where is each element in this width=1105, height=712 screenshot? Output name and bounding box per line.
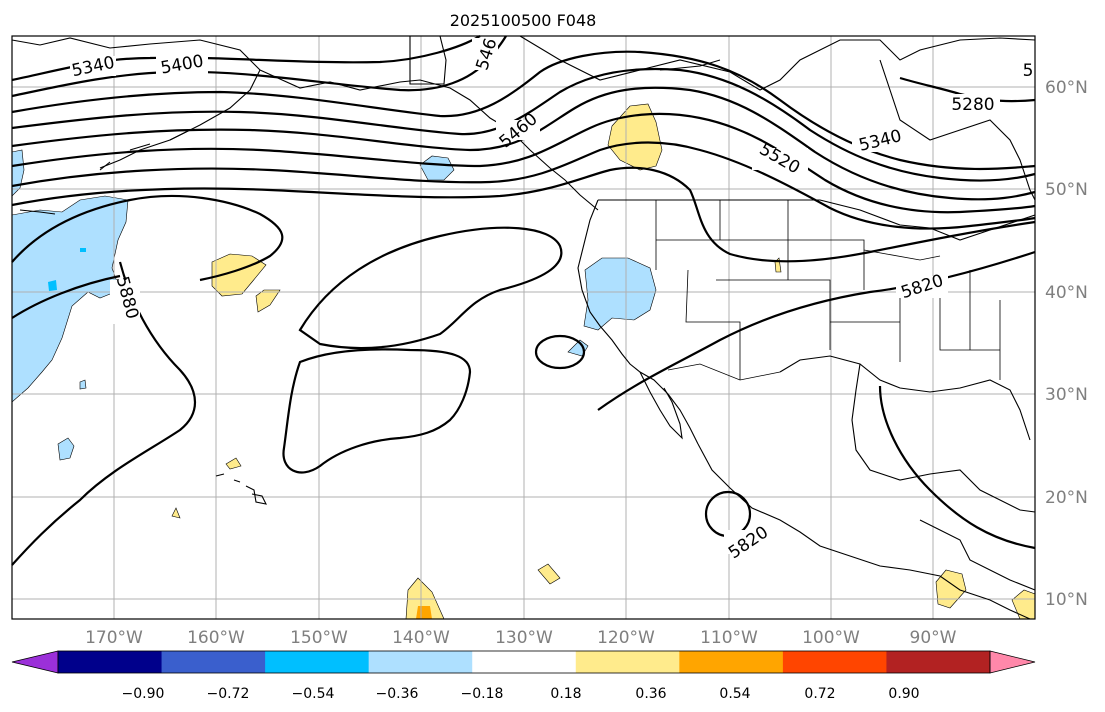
contour-line: [11, 112, 1036, 214]
lat-label: 50°N: [1045, 180, 1088, 200]
colorbar-tick-label: −0.72: [207, 686, 250, 702]
negative-anomaly-region: [583, 257, 657, 331]
us-canada-border: [598, 199, 1036, 241]
positive-anomaly-core: [416, 606, 432, 619]
contour-line: [11, 261, 196, 566]
negative-anomaly-core: [48, 280, 57, 291]
colorbar-swatch: [782, 651, 887, 673]
hudson-and-east: [879, 59, 1036, 201]
negative-anomaly-region: [79, 379, 87, 390]
colorbar-tick-label: 0.18: [550, 686, 581, 702]
colorbar-swatch: [679, 651, 784, 673]
lat-label: 60°N: [1045, 78, 1088, 98]
lon-label: 160°W: [187, 628, 245, 648]
contour-line: [11, 194, 284, 319]
negative-anomaly-region: [419, 155, 455, 181]
contour-line: [11, 141, 1036, 230]
contour-line: [282, 348, 472, 474]
contour-line: [298, 226, 563, 350]
contour-line: [597, 250, 1036, 411]
colorbar-swatch: [472, 651, 577, 673]
lat-label: 10°N: [1045, 590, 1088, 610]
colorbar-swatch: [575, 651, 680, 673]
lat-label: 30°N: [1045, 385, 1088, 405]
positive-anomaly-region: [255, 289, 281, 313]
colorbar-tick-label: −0.54: [292, 686, 335, 702]
longitude-labels: 170°W 160°W 150°W 140°W 130°W 120°W 110°…: [85, 628, 957, 648]
colorbar-tick-label: 0.90: [888, 686, 919, 702]
map-panel: 5340 5400 546 5460 5520 5280 5340 5880 5…: [11, 35, 1036, 620]
colorbar-swatch: [58, 651, 163, 673]
us-state-borders: [655, 200, 1001, 380]
lon-label: 90°W: [910, 628, 957, 648]
lat-label: 40°N: [1045, 283, 1088, 303]
map-frame: [11, 35, 1036, 620]
colorbar-tick-labels: −0.90 −0.72 −0.54 −0.36 −0.18 0.18 0.36 …: [122, 686, 920, 702]
colorbar-swatch: [368, 651, 473, 673]
lon-label: 110°W: [700, 628, 758, 648]
colorbar-swatch: [161, 651, 266, 673]
colorbar-tick-label: −0.36: [376, 686, 419, 702]
colorbar-tick-label: 0.36: [635, 686, 666, 702]
lon-label: 130°W: [495, 628, 553, 648]
gulf-of-mexico-coast: [779, 355, 1036, 513]
contour-label: 5: [1023, 61, 1034, 81]
colorbar-tick-label: −0.18: [461, 686, 504, 702]
lon-label: 150°W: [290, 628, 348, 648]
colorbar-extend-high: [989, 650, 1036, 674]
negative-anomaly-region: [57, 437, 75, 461]
colorbar-swatch: [265, 651, 370, 673]
contour-line: [878, 385, 1036, 550]
central-america: [919, 519, 1036, 591]
positive-anomaly-region: [607, 103, 663, 171]
colorbar-tick-label: 0.72: [804, 686, 835, 702]
contour-line: [11, 67, 1036, 182]
colorbar-extend-low: [11, 650, 59, 674]
baja-california: [639, 371, 683, 440]
colorbar-swatch: [886, 651, 991, 673]
contour-line: [534, 334, 586, 370]
lon-label: 100°W: [802, 628, 860, 648]
positive-anomaly-region: [171, 507, 181, 519]
contour-line: [11, 50, 1036, 171]
lat-label: 20°N: [1045, 488, 1088, 508]
latitude-labels: 60°N 50°N 40°N 30°N 20°N 10°N: [1045, 78, 1088, 610]
hawaiian-islands: [215, 473, 267, 505]
contour-line: [11, 166, 1036, 263]
figure-title: 2025100500 F048: [450, 11, 597, 30]
contour-label: 5280: [951, 95, 994, 115]
us-west-coast: [577, 199, 699, 445]
colorbar-outline: [57, 650, 991, 674]
lon-label: 140°W: [392, 628, 450, 648]
colorbar: [11, 650, 1036, 674]
aleutian-islands: [19, 129, 191, 215]
positive-anomaly-region: [225, 457, 242, 470]
colorbar-tick-label: −0.90: [122, 686, 165, 702]
contour-line: [11, 86, 1036, 201]
coastlines: [11, 35, 1036, 620]
lon-label: 170°W: [85, 628, 143, 648]
negative-anomaly-core: [80, 248, 86, 252]
lon-label: 120°W: [597, 628, 655, 648]
colorbar-tick-label: 0.54: [719, 686, 750, 702]
mexico-border: [667, 363, 781, 381]
positive-anomaly-region: [537, 563, 561, 585]
